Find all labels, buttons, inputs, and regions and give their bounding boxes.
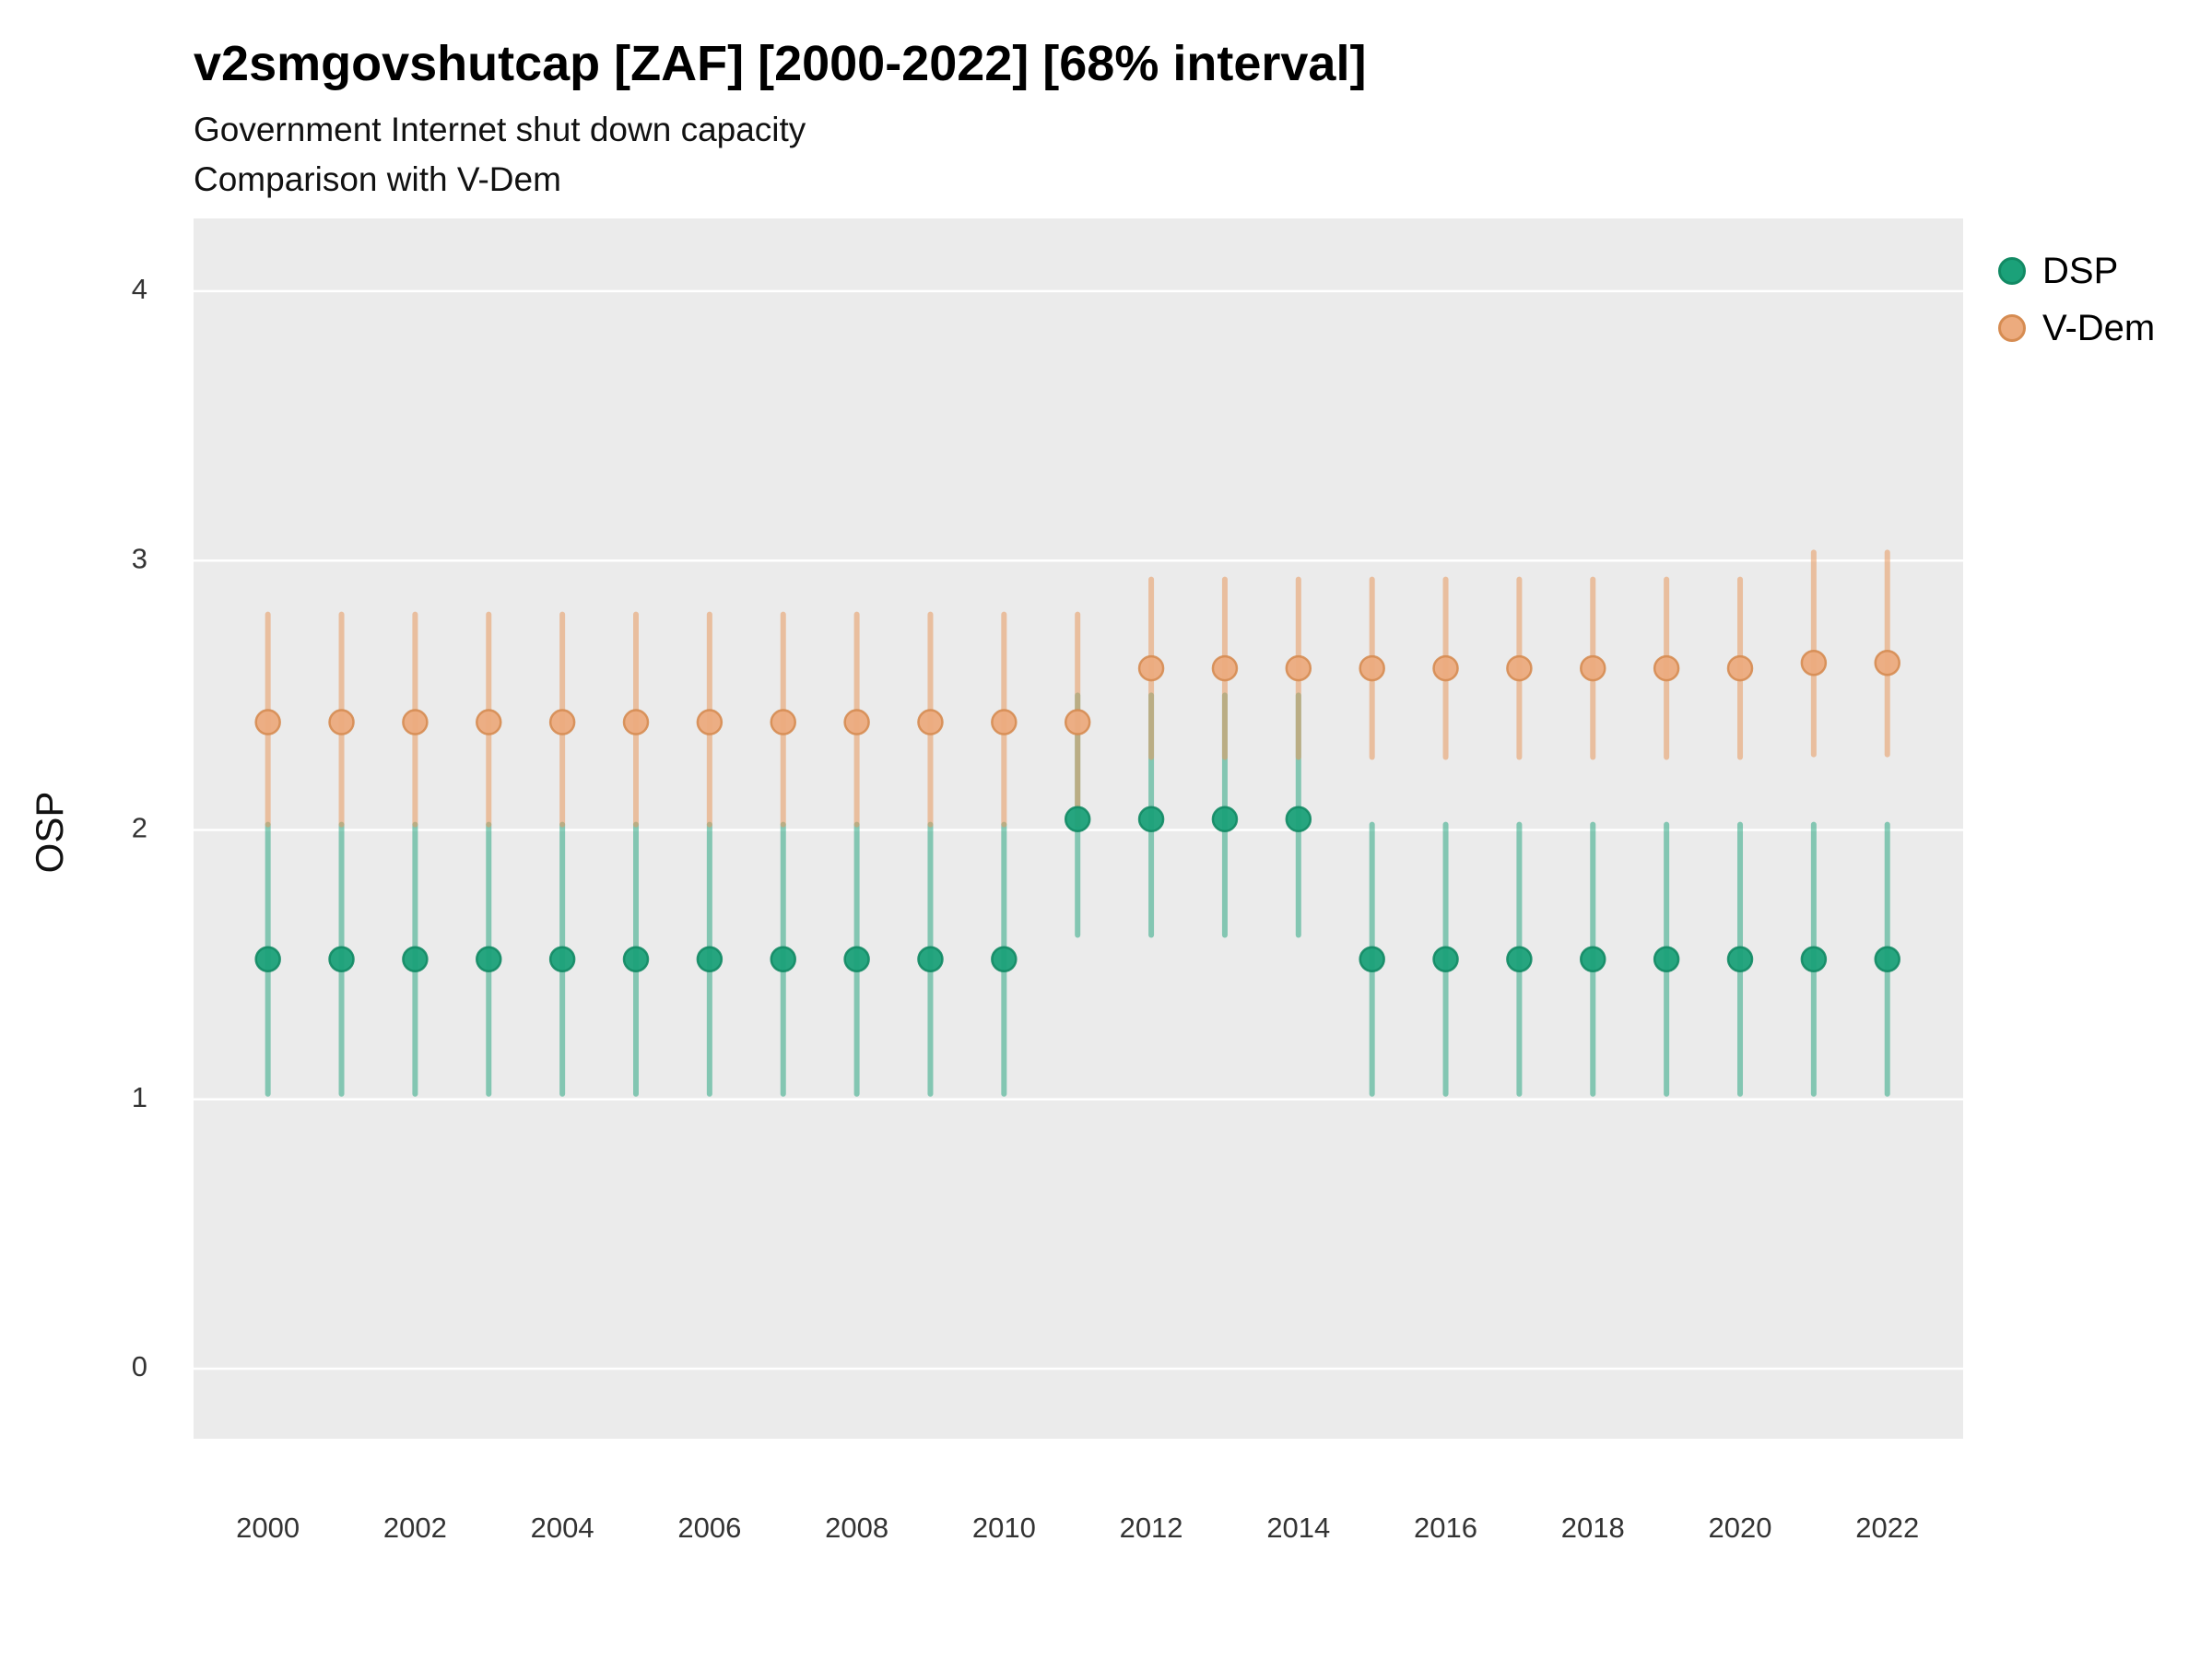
y-tick-label: 3 (132, 542, 147, 574)
legend: DSP V-Dem (1998, 253, 2155, 347)
point-vdem (1800, 650, 1828, 677)
point-dsp (1137, 806, 1165, 833)
x-tick-label: 2022 (1855, 1512, 1919, 1544)
x-tick-label: 2002 (383, 1512, 447, 1544)
chart-subtitle-line1: Government Internet shut down capacity (194, 111, 806, 148)
point-vdem (1432, 654, 1459, 682)
point-dsp (254, 946, 281, 973)
point-vdem (770, 709, 796, 735)
point-vdem (1506, 654, 1533, 682)
point-vdem (1285, 654, 1312, 682)
point-dsp (696, 946, 724, 973)
point-dsp (1432, 946, 1459, 973)
point-dsp (1064, 806, 1091, 833)
y-tick-label: 0 (132, 1350, 147, 1382)
chart-subtitle-line2: Comparison with V-Dem (194, 160, 561, 198)
x-tick-label: 2014 (1266, 1512, 1330, 1544)
point-dsp (991, 946, 1018, 973)
point-dsp (1726, 946, 1754, 973)
dsp-legend-dot-icon (1998, 257, 2026, 285)
point-vdem (1653, 654, 1680, 682)
point-dsp (770, 946, 796, 973)
point-dsp (1211, 806, 1239, 833)
point-vdem (1580, 654, 1606, 682)
legend-item-dsp: DSP (1998, 253, 2155, 289)
x-tick-label: 2018 (1561, 1512, 1625, 1544)
x-tick-label: 2020 (1709, 1512, 1772, 1544)
point-vdem (1064, 709, 1091, 735)
point-vdem (254, 709, 281, 735)
x-tick-label: 2000 (236, 1512, 300, 1544)
x-tick-label: 2012 (1120, 1512, 1183, 1544)
point-dsp (622, 946, 650, 973)
point-vdem (991, 709, 1018, 735)
y-tick-label: 4 (132, 273, 147, 305)
point-dsp (1653, 946, 1680, 973)
point-vdem (843, 709, 870, 735)
point-dsp (548, 946, 576, 973)
point-dsp (1506, 946, 1533, 973)
point-dsp (476, 946, 502, 973)
point-dsp (1285, 806, 1312, 833)
point-vdem (696, 709, 724, 735)
x-tick-label: 2008 (825, 1512, 888, 1544)
legend-label-dsp: DSP (2042, 251, 2119, 291)
vdem-legend-dot-icon (1998, 314, 2026, 342)
point-vdem (1137, 654, 1165, 682)
x-tick-label: 2004 (531, 1512, 594, 1544)
point-vdem (1359, 654, 1385, 682)
point-dsp (328, 946, 355, 973)
y-tick-label: 1 (132, 1081, 147, 1113)
point-dsp (1874, 946, 1900, 973)
point-vdem (917, 709, 944, 735)
point-vdem (328, 709, 355, 735)
point-dsp (1359, 946, 1385, 973)
point-vdem (476, 709, 502, 735)
point-vdem (622, 709, 650, 735)
point-dsp (402, 946, 429, 973)
point-dsp (1580, 946, 1606, 973)
point-vdem (1211, 654, 1239, 682)
point-dsp (843, 946, 870, 973)
point-vdem (402, 709, 429, 735)
point-dsp (917, 946, 944, 973)
legend-label-vdem: V-Dem (2042, 308, 2156, 348)
legend-item-vdem: V-Dem (1998, 310, 2155, 347)
x-tick-label: 2016 (1414, 1512, 1477, 1544)
point-vdem (548, 709, 576, 735)
x-tick-label: 2006 (677, 1512, 741, 1544)
point-vdem (1874, 650, 1900, 677)
chart-title: v2smgovshutcap [ZAF] [2000-2022] [68% in… (194, 36, 1367, 91)
point-vdem (1726, 654, 1754, 682)
point-dsp (1800, 946, 1828, 973)
x-tick-label: 2010 (972, 1512, 1036, 1544)
y-tick-label: 2 (132, 812, 147, 844)
